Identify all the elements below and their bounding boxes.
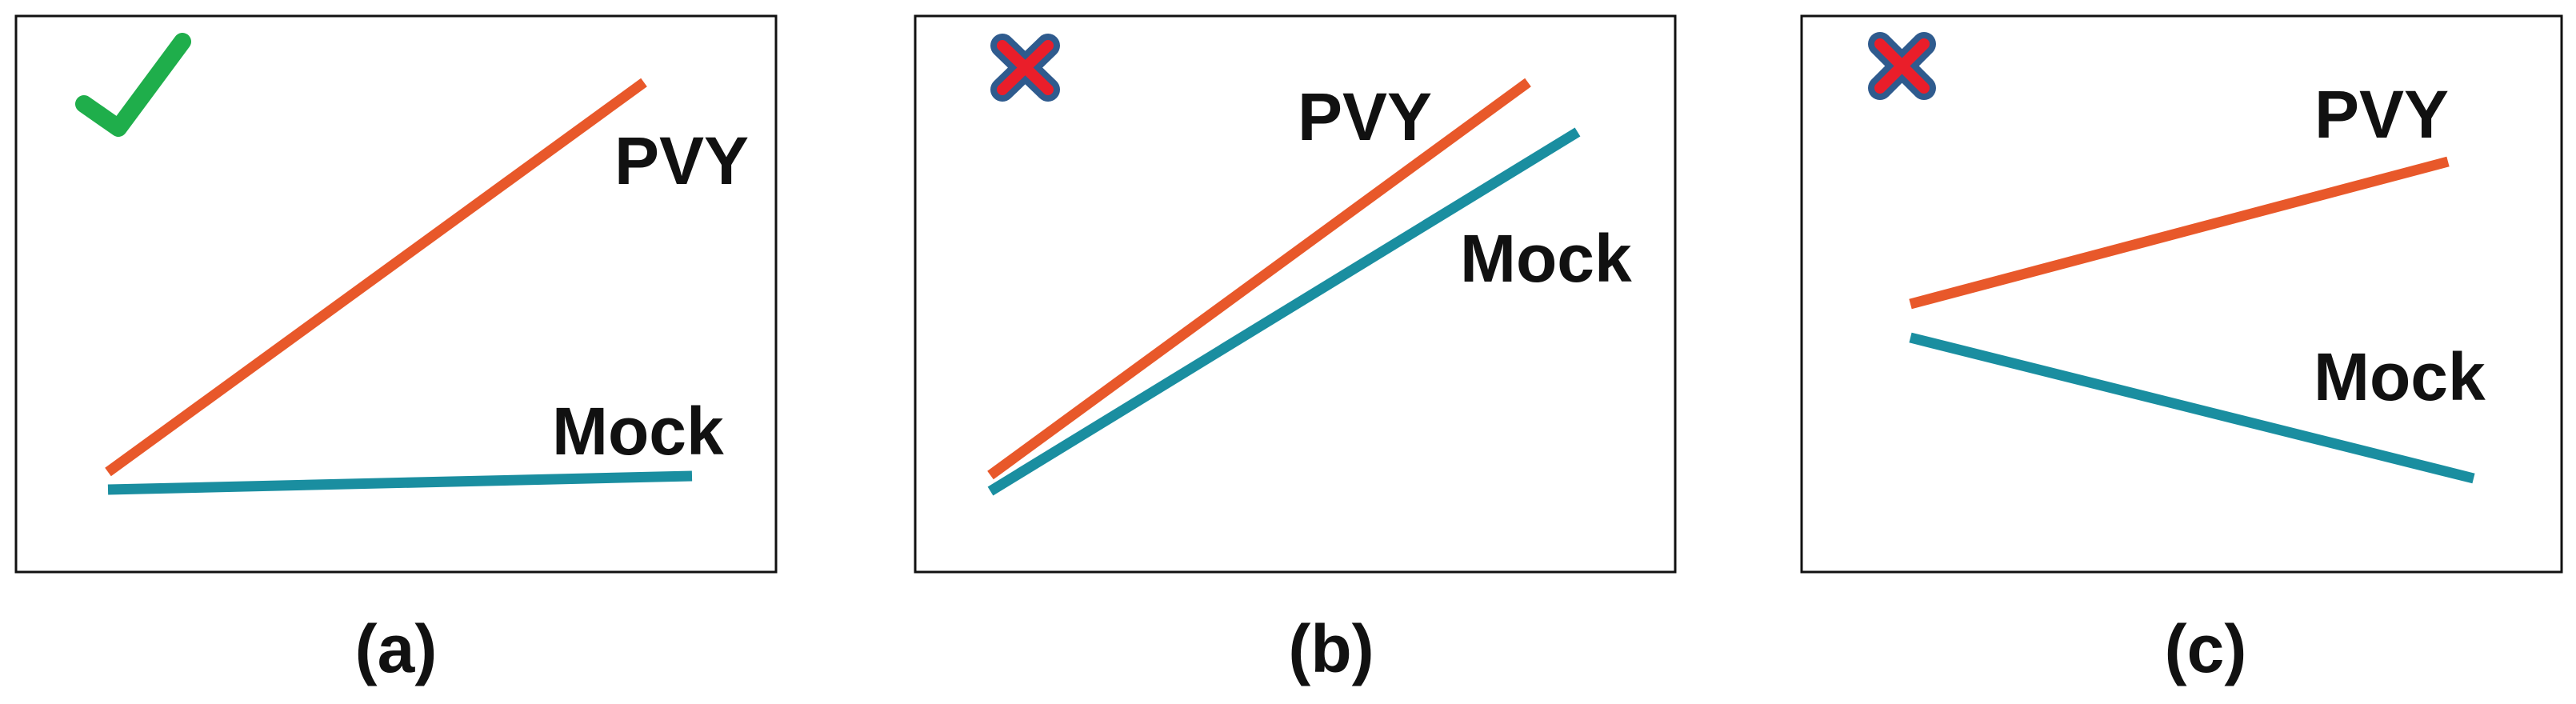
panel-b-frame	[914, 14, 1677, 574]
pvy-label: PVY	[614, 123, 749, 198]
panel-a-caption: (a)	[355, 611, 438, 686]
pvy-label: PVY	[2314, 77, 2449, 152]
pvy-line	[987, 78, 1531, 480]
cross-icon	[1868, 32, 1936, 100]
pvy-line	[1909, 156, 2450, 310]
panel-c-caption: (c)	[2165, 611, 2247, 686]
panel-b-caption: (b)	[1288, 611, 1374, 686]
mock-label: Mock	[1460, 221, 1632, 296]
panel-b: PVY Mock (b)	[914, 14, 1677, 686]
pvy-line	[105, 78, 647, 477]
panel-a: PVY Mock (a)	[14, 14, 778, 686]
pvy-label: PVY	[1298, 79, 1432, 154]
panel-a-frame	[14, 14, 778, 574]
mock-label: Mock	[2314, 339, 2486, 414]
mock-line	[987, 127, 1581, 496]
mock-line	[107, 470, 693, 495]
mock-line	[1909, 332, 2475, 484]
panel-c-frame	[1800, 14, 2563, 574]
cross-icon	[990, 34, 1060, 102]
checkmark-icon	[75, 33, 191, 137]
panel-c: PVY Mock (c)	[1800, 14, 2563, 686]
mock-label: Mock	[552, 394, 724, 469]
